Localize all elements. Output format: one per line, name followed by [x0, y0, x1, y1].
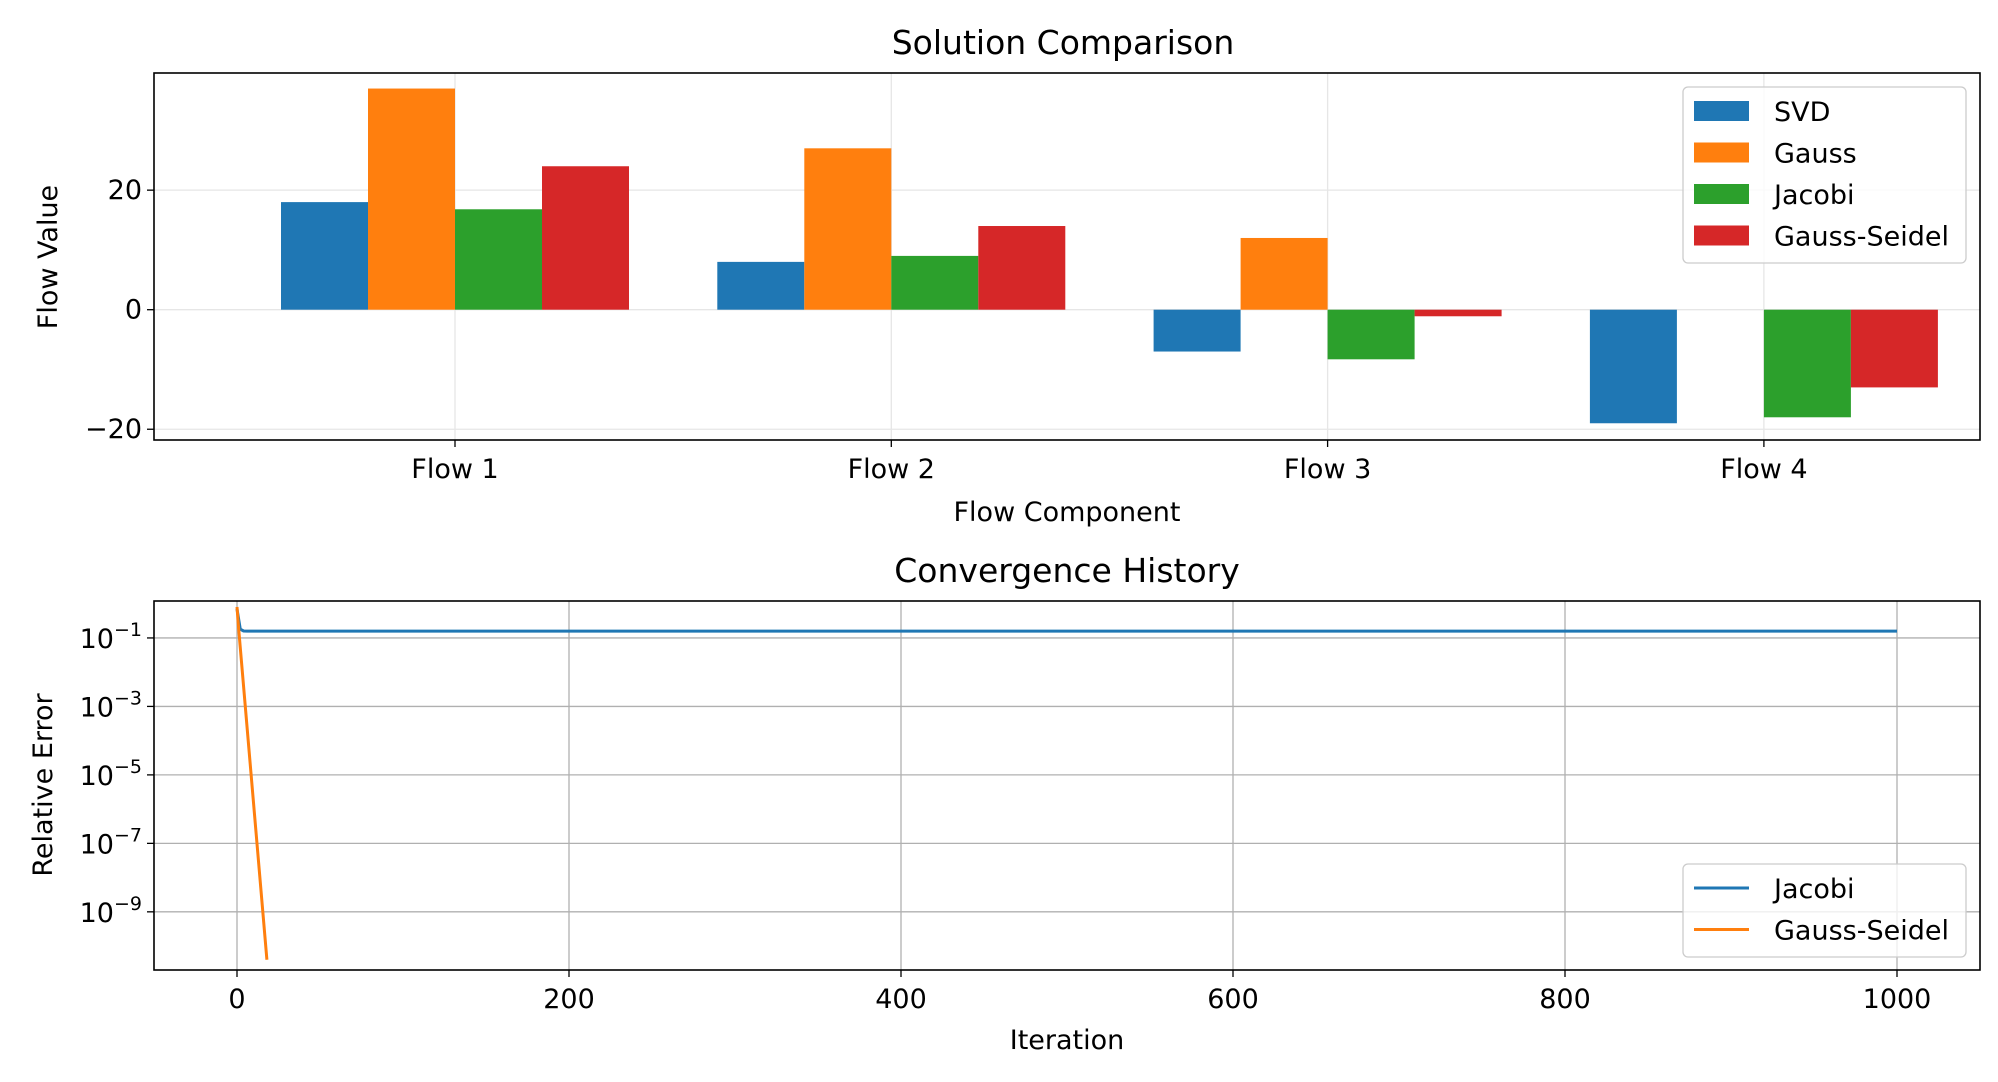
- legend-label: SVD: [1774, 97, 1830, 128]
- bar: [804, 148, 892, 310]
- x-tick-label: Flow 4: [1720, 454, 1807, 485]
- y-tick-label: 10−7: [80, 824, 142, 860]
- y-axis-label: Flow Value: [33, 185, 64, 329]
- y-tick-label: −20: [85, 414, 142, 445]
- bar: [1414, 309, 1502, 317]
- bar: [1153, 309, 1241, 352]
- bar: [1240, 237, 1328, 310]
- legend-box: [1682, 86, 1967, 264]
- x-axis-label: Flow Component: [954, 497, 1181, 528]
- legend-swatch: [1694, 184, 1749, 204]
- legend-swatch: [1694, 225, 1749, 246]
- legend-box: [1682, 863, 1967, 958]
- legend-label: Gauss-Seidel: [1774, 916, 1949, 947]
- x-tick-label: 0: [228, 984, 245, 1015]
- x-tick-label: Flow 1: [411, 454, 498, 485]
- y-axis-label: Relative Error: [28, 692, 59, 876]
- series-line: [235, 606, 269, 960]
- x-tick-label: 400: [875, 984, 927, 1015]
- bar: [891, 255, 979, 310]
- y-tick-label: 20: [108, 175, 142, 206]
- chart-title: Solution Comparison: [892, 23, 1235, 62]
- legend: SVD Gauss Jacobi Gauss-Seidel: [1682, 86, 1967, 264]
- legend-label: Gauss: [1774, 139, 1857, 170]
- x-tick-label: 1000: [1863, 984, 1932, 1015]
- bar: [978, 226, 1066, 310]
- legend-label: Jacobi: [1772, 874, 1855, 905]
- bar: [1589, 309, 1677, 424]
- legend-label: Jacobi: [1772, 180, 1855, 211]
- legend-label: Gauss-Seidel: [1774, 222, 1949, 253]
- x-tick-label: 800: [1539, 984, 1591, 1015]
- bar: [281, 202, 368, 310]
- y-tick-label: 10−1: [80, 619, 142, 655]
- y-tick-label: 10−9: [80, 893, 142, 929]
- y-tick-label: 10−5: [80, 756, 142, 792]
- convergence-history-chart: Convergence History 0 200 400 600 800 1000 10…: [28, 551, 1981, 1056]
- y-tick-label: 10−3: [80, 687, 142, 723]
- solution-comparison-chart: Solution Comparison Flow 1 Flow 2 Flow 3 Fl…: [33, 23, 1981, 528]
- legend-swatch: [1694, 101, 1749, 121]
- bar: [1327, 309, 1415, 360]
- x-tick-label: 200: [543, 984, 595, 1015]
- series-line: [235, 608, 1897, 633]
- plot-frame: [153, 72, 1981, 441]
- bar: [717, 261, 805, 310]
- x-tick-label: Flow 3: [1284, 454, 1371, 485]
- chart-title: Convergence History: [894, 551, 1239, 590]
- plot-frame: [153, 600, 1981, 971]
- x-tick-label: 600: [1207, 984, 1259, 1015]
- bar: [368, 88, 455, 310]
- legend-swatch: [1694, 142, 1749, 163]
- bar: [455, 209, 542, 310]
- bar: [1763, 309, 1851, 418]
- bar: [1850, 309, 1938, 388]
- x-axis-label: Iteration: [1010, 1025, 1125, 1056]
- bar: [542, 166, 629, 310]
- y-tick-label: 0: [125, 295, 142, 326]
- legend: Jacobi Gauss-Seidel: [1682, 863, 1967, 958]
- x-tick-label: Flow 2: [848, 454, 935, 485]
